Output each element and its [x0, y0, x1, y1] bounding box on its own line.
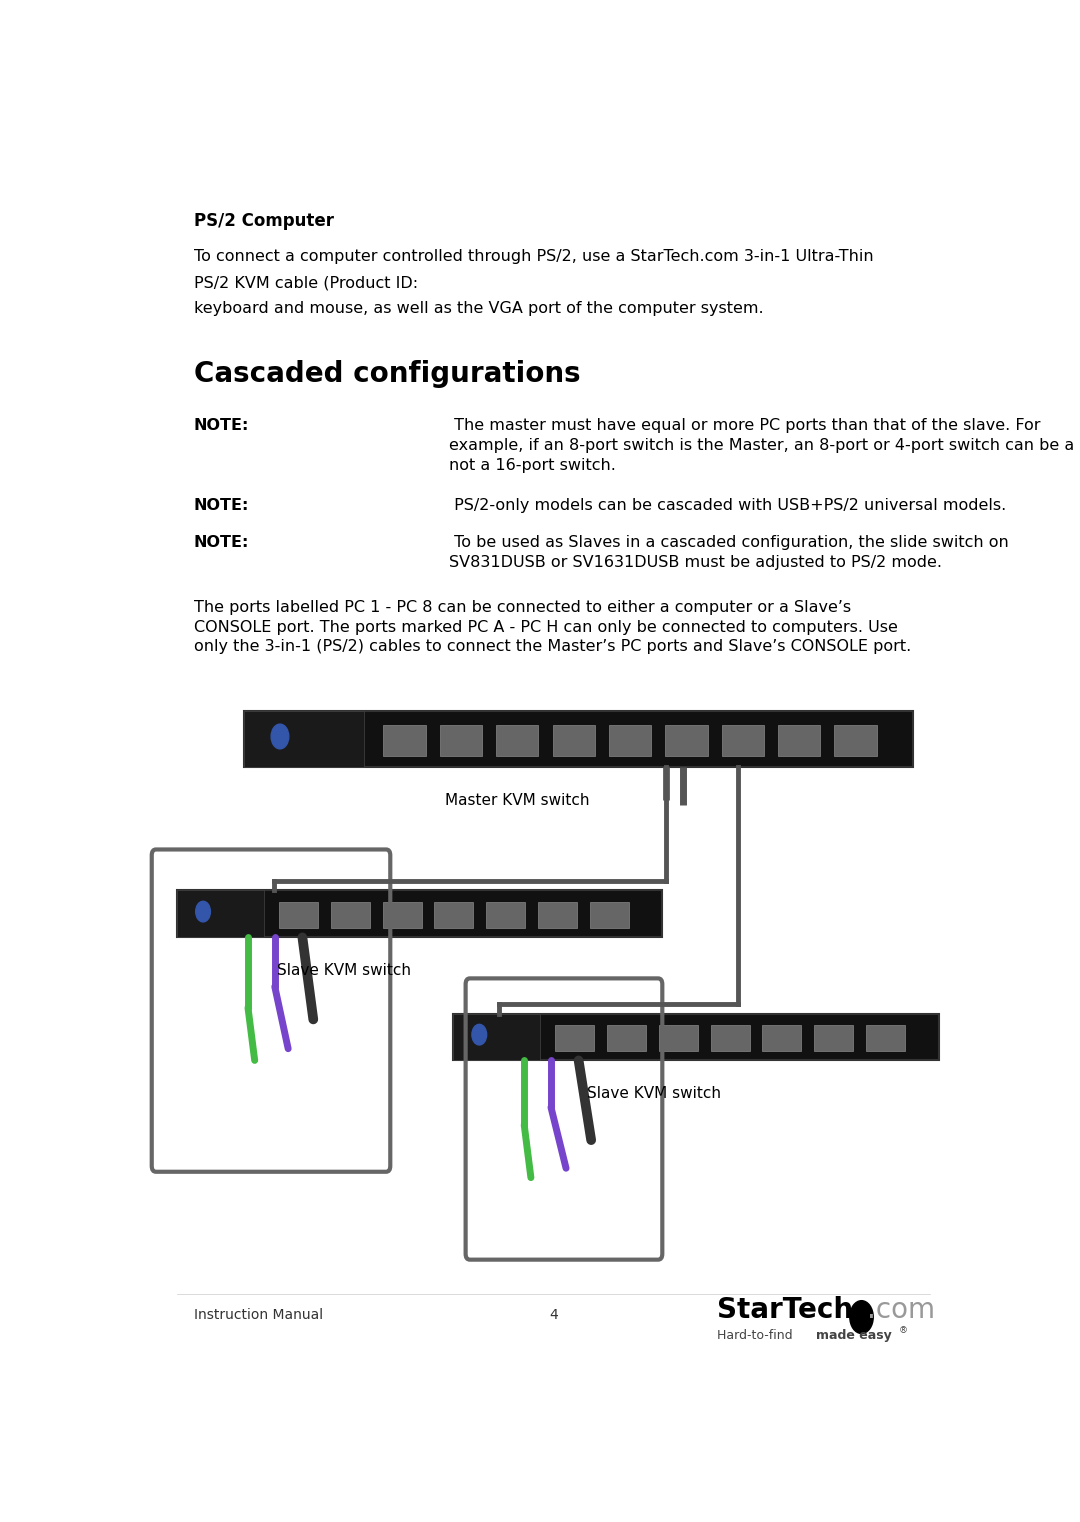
Circle shape — [850, 1301, 874, 1333]
Text: keyboard and mouse, as well as the VGA port of the computer system.: keyboard and mouse, as well as the VGA p… — [193, 301, 764, 317]
Text: NOTE:: NOTE: — [193, 419, 249, 434]
Text: PS/2-only models can be cascaded with USB+PS/2 universal models.: PS/2-only models can be cascaded with US… — [448, 498, 1005, 513]
FancyBboxPatch shape — [383, 726, 426, 756]
FancyBboxPatch shape — [607, 1026, 646, 1052]
Text: 4: 4 — [549, 1307, 558, 1321]
FancyBboxPatch shape — [555, 1026, 594, 1052]
FancyBboxPatch shape — [177, 890, 265, 938]
Text: .com: .com — [867, 1297, 935, 1324]
FancyBboxPatch shape — [177, 890, 662, 938]
FancyBboxPatch shape — [721, 726, 764, 756]
Text: NOTE:: NOTE: — [193, 498, 249, 513]
Text: The master must have equal or more PC ports than that of the slave. For
example,: The master must have equal or more PC po… — [448, 419, 1080, 473]
FancyBboxPatch shape — [454, 1014, 939, 1061]
Text: The ports labelled PC 1 - PC 8 can be connected to either a computer or a Slave’: The ports labelled PC 1 - PC 8 can be co… — [193, 600, 910, 654]
FancyBboxPatch shape — [762, 1026, 801, 1052]
Text: NOTE:: NOTE: — [193, 536, 249, 551]
Text: made easy: made easy — [816, 1329, 892, 1342]
FancyBboxPatch shape — [440, 726, 482, 756]
Text: Hard-to-find: Hard-to-find — [717, 1329, 796, 1342]
FancyBboxPatch shape — [330, 903, 369, 928]
Text: ®: ® — [899, 1327, 907, 1335]
FancyBboxPatch shape — [382, 903, 421, 928]
FancyBboxPatch shape — [244, 711, 914, 767]
Circle shape — [271, 724, 288, 749]
Text: Slave KVM switch: Slave KVM switch — [278, 963, 411, 979]
FancyBboxPatch shape — [835, 726, 877, 756]
Text: Cascaded configurations: Cascaded configurations — [193, 359, 580, 388]
FancyBboxPatch shape — [244, 711, 364, 767]
Text: Instruction Manual: Instruction Manual — [193, 1307, 323, 1321]
Text: StarTech: StarTech — [717, 1297, 853, 1324]
FancyBboxPatch shape — [778, 726, 821, 756]
FancyBboxPatch shape — [553, 726, 595, 756]
FancyBboxPatch shape — [711, 1026, 750, 1052]
Text: To be used as Slaves in a cascaded configuration, the slide switch on
SV831DUSB : To be used as Slaves in a cascaded confi… — [448, 536, 1009, 571]
FancyBboxPatch shape — [659, 1026, 698, 1052]
Circle shape — [472, 1024, 487, 1046]
Text: Master KVM switch: Master KVM switch — [445, 793, 590, 808]
FancyBboxPatch shape — [496, 726, 539, 756]
FancyBboxPatch shape — [434, 903, 473, 928]
FancyBboxPatch shape — [279, 903, 318, 928]
Text: PS/2 KVM cable (Product ID:: PS/2 KVM cable (Product ID: — [193, 275, 423, 291]
FancyBboxPatch shape — [609, 726, 651, 756]
Circle shape — [195, 901, 211, 922]
FancyBboxPatch shape — [486, 903, 525, 928]
FancyBboxPatch shape — [665, 726, 707, 756]
Text: Slave KVM switch: Slave KVM switch — [588, 1087, 721, 1102]
FancyBboxPatch shape — [814, 1026, 853, 1052]
FancyBboxPatch shape — [590, 903, 629, 928]
Text: To connect a computer controlled through PS/2, use a StarTech.com 3-in-1 Ultra-T: To connect a computer controlled through… — [193, 250, 874, 265]
FancyBboxPatch shape — [538, 903, 577, 928]
FancyBboxPatch shape — [454, 1014, 540, 1061]
FancyBboxPatch shape — [866, 1026, 905, 1052]
Text: PS/2 Computer: PS/2 Computer — [193, 212, 334, 230]
